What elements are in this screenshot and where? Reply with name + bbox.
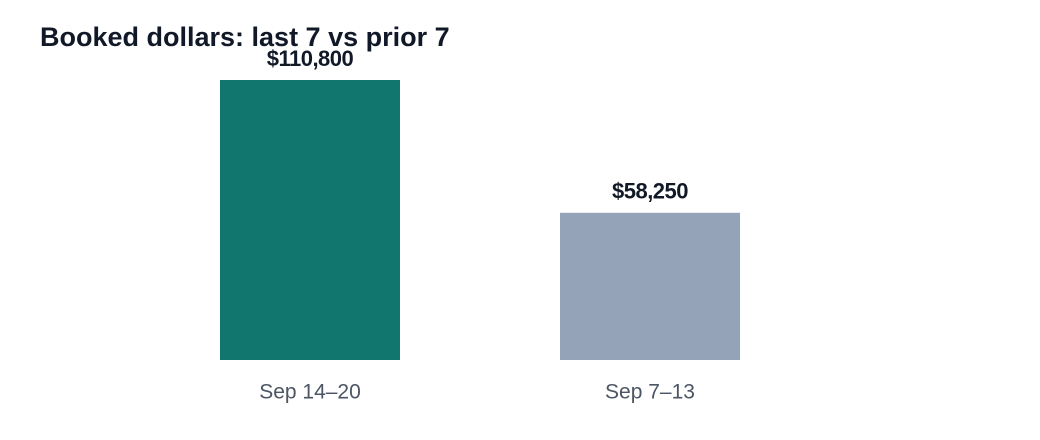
bar (220, 80, 400, 360)
value-label: $58,250 (612, 179, 688, 204)
bar (560, 212, 740, 360)
value-label: $110,800 (267, 46, 354, 71)
chart-title: Booked dollars: last 7 vs prior 7 (40, 22, 450, 52)
x-tick-label: Sep 14–20 (259, 381, 361, 404)
x-tick-label: Sep 7–13 (605, 381, 695, 404)
